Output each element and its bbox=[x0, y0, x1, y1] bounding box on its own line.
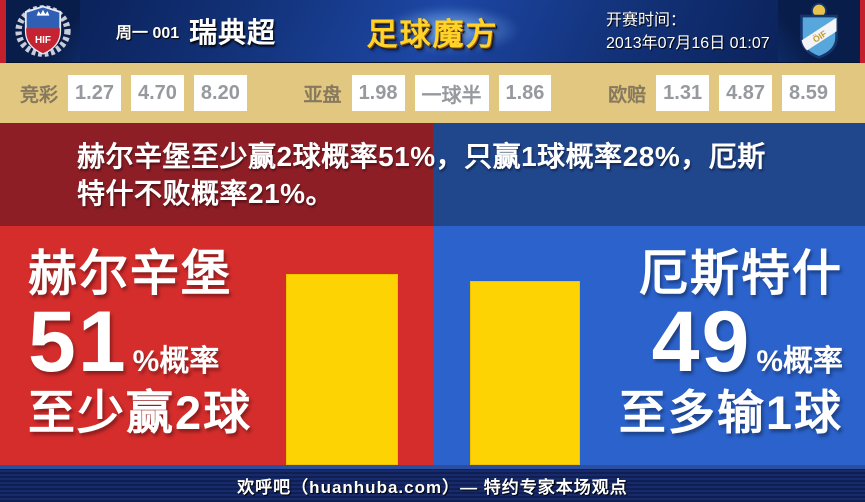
odds-group-jingcai: 竞彩 1.27 4.70 8.20 bbox=[20, 75, 247, 111]
away-probability-line: 49 %概率 bbox=[619, 294, 843, 390]
odds-group-oupei: 欧赔 1.31 4.87 8.59 bbox=[608, 75, 835, 111]
away-probability-bar bbox=[470, 281, 580, 465]
away-outcome: 至多输1球 bbox=[618, 386, 843, 439]
header: HIF 周一 001 瑞典超 足球魔方 开赛时间： 2013年07月16日 01… bbox=[0, 0, 865, 63]
oupei-label: 欧赔 bbox=[608, 84, 647, 106]
home-probability-value: 51 bbox=[28, 294, 128, 390]
home-outcome: 至少赢2球 bbox=[28, 386, 253, 439]
site-logo-text: 足球魔方 bbox=[366, 16, 499, 52]
yapan-away-odds: 1.86 bbox=[498, 75, 552, 111]
site-logo: 足球魔方 bbox=[366, 0, 526, 62]
match-number-label: 周一 001 bbox=[116, 25, 180, 42]
odds-group-yapan: 亚盘 1.98 一球半 1.86 bbox=[304, 75, 552, 111]
away-panel-content: 厄斯特什 49 %概率 至多输1球 bbox=[619, 247, 843, 439]
jingcai-label: 竞彩 bbox=[20, 84, 59, 106]
probability-panels: 赫尔辛堡 51 %概率 至少赢2球 厄斯特什 49 %概率 至多输1球 bbox=[0, 226, 865, 465]
jingcai-away-odds: 8.20 bbox=[193, 75, 247, 111]
away-badge-block: ÖIF bbox=[778, 0, 860, 62]
prediction-summary: 赫尔辛堡至少赢2球概率51%，只赢1球概率28%，厄斯特什不败概率21%。 bbox=[77, 141, 766, 209]
oupei-home-odds: 1.31 bbox=[656, 75, 710, 111]
summary-banner: 赫尔辛堡至少赢2球概率51%，只赢1球概率28%，厄斯特什不败概率21%。 bbox=[0, 123, 865, 226]
jingcai-home-odds: 1.27 bbox=[68, 75, 121, 111]
home-panel-content: 赫尔辛堡 51 %概率 至少赢2球 bbox=[28, 247, 252, 439]
home-badge-label: HIF bbox=[35, 35, 51, 46]
footer-credit: 欢呼吧（huanhuba.com）— 特约专家本场观点 bbox=[237, 478, 628, 497]
summary-banner-home-background bbox=[0, 123, 433, 226]
away-team-name: 厄斯特什 bbox=[638, 247, 843, 301]
away-probability-suffix: %概率 bbox=[756, 345, 843, 378]
league-name: 瑞典超 bbox=[189, 17, 277, 48]
odds-row: 竞彩 1.27 4.70 8.20 亚盘 1.98 一球半 1.86 欧赔 1.… bbox=[0, 63, 865, 123]
footer: 欢呼吧（huanhuba.com）— 特约专家本场观点 bbox=[0, 465, 865, 502]
oupei-draw-odds: 4.87 bbox=[719, 75, 773, 111]
light-burst-decoration bbox=[375, 4, 526, 56]
kickoff-label: 开赛时间： bbox=[606, 12, 687, 29]
yapan-handicap: 一球半 bbox=[414, 75, 489, 111]
home-probability-line: 51 %概率 bbox=[28, 294, 252, 390]
yapan-label: 亚盘 bbox=[303, 84, 342, 106]
kickoff-time: 2013年07月16日 01:07 bbox=[606, 35, 770, 52]
summary-banner-away-background bbox=[433, 123, 865, 226]
home-probability-suffix: %概率 bbox=[132, 345, 220, 378]
oupei-away-odds: 8.59 bbox=[782, 75, 835, 111]
kickoff-time-block: 开赛时间： 2013年07月16日 01:07 bbox=[606, 9, 770, 55]
left-edge-accent bbox=[0, 0, 6, 63]
yapan-home-odds: 1.98 bbox=[351, 75, 405, 111]
match-title: 周一 001 瑞典超 bbox=[116, 0, 276, 62]
away-probability-value: 49 bbox=[651, 294, 752, 390]
right-edge-accent bbox=[860, 0, 865, 63]
away-team-badge-icon: ÖIF bbox=[800, 2, 838, 59]
home-team-badge-icon: HIF bbox=[15, 5, 71, 57]
home-probability-bar bbox=[286, 273, 398, 465]
home-badge-block: HIF bbox=[6, 0, 80, 62]
home-team-name: 赫尔辛堡 bbox=[28, 247, 233, 301]
jingcai-draw-odds: 4.70 bbox=[130, 75, 184, 111]
